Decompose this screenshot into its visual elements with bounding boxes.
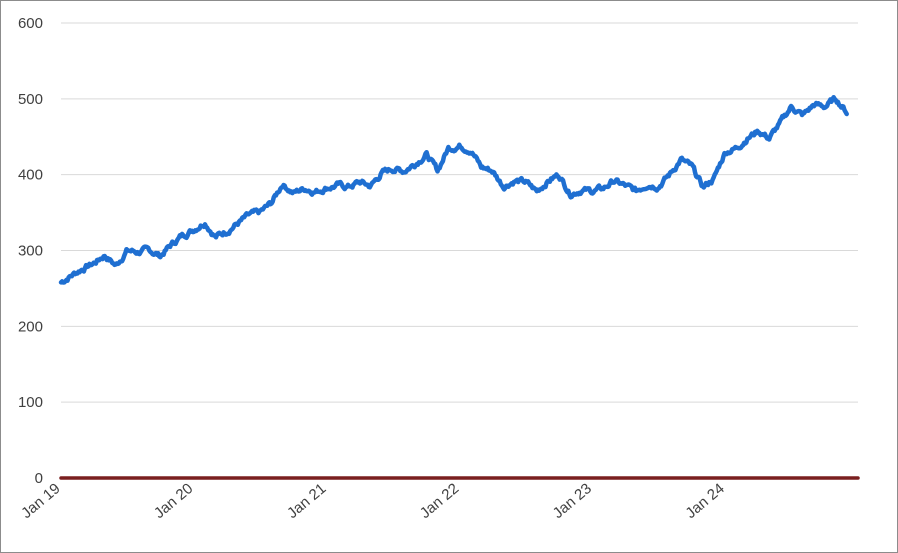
x-tick-label: Jan 23 xyxy=(550,480,595,522)
y-tick-label: 300 xyxy=(18,243,43,260)
y-tick-label: 400 xyxy=(18,167,43,184)
y-tick-label: 500 xyxy=(18,91,43,108)
gridlines xyxy=(61,22,858,479)
x-tick-label: Jan 20 xyxy=(151,480,196,522)
x-tick-label: Jan 21 xyxy=(284,480,329,522)
y-axis-tick-labels: 0 100 200 300 400 500 600 xyxy=(18,15,43,487)
x-tick-label: Jan 22 xyxy=(417,480,462,522)
series-layer xyxy=(58,94,860,480)
series-line-1 xyxy=(58,94,849,285)
y-tick-label: 200 xyxy=(18,318,43,335)
y-tick-label: 0 xyxy=(35,470,43,487)
y-tick-label: 100 xyxy=(18,394,43,411)
x-tick-label: Jan 24 xyxy=(682,480,727,522)
x-axis-tick-labels: Jan 19 Jan 20 Jan 21 Jan 22 Jan 23 Jan 24 xyxy=(18,480,728,522)
y-tick-label: 600 xyxy=(18,15,43,32)
